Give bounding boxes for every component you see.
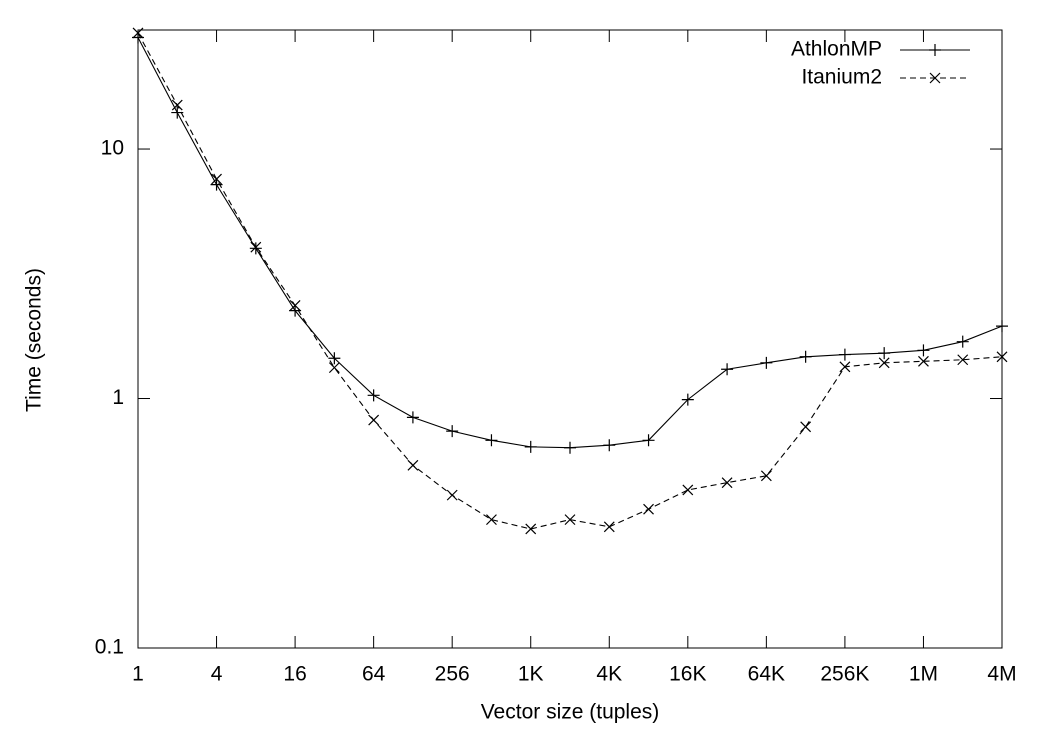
data-point (918, 355, 929, 367)
data-point (564, 514, 576, 526)
data-point (407, 459, 419, 471)
data-point (996, 351, 1008, 363)
data-point (603, 439, 616, 452)
data-point (367, 389, 380, 402)
series-line (137, 32, 1003, 530)
x-tick-label: 64K (748, 663, 785, 686)
data-point (838, 348, 851, 361)
x-tick-label: 256K (820, 663, 869, 686)
data-point (289, 304, 302, 317)
series-line (137, 37, 1003, 449)
data-point (642, 434, 655, 447)
data-point (839, 361, 851, 373)
data-point (250, 241, 262, 253)
data-point (564, 441, 576, 454)
x-tick-label: 1 (132, 663, 144, 686)
x-tick-label: 4K (596, 663, 622, 686)
x-tick-label: 64 (362, 663, 386, 686)
data-point (643, 503, 654, 515)
x-tick-label: 16 (283, 663, 306, 686)
data-point (446, 489, 458, 501)
data-point (210, 178, 223, 191)
data-point (486, 514, 497, 526)
data-point (956, 335, 969, 348)
data-point (289, 300, 301, 311)
data-point (328, 362, 340, 374)
legend-marker (929, 72, 941, 84)
data-point (721, 363, 734, 376)
y-tick-label: 1 (112, 386, 124, 409)
data-point (406, 411, 419, 424)
data-point (524, 440, 537, 453)
x-tick-label: 1K (518, 663, 544, 686)
data-point (996, 320, 1008, 333)
data-point (799, 350, 812, 363)
legend-label: Itanium2 (801, 66, 882, 89)
data-point (603, 521, 615, 533)
data-point (682, 484, 694, 496)
data-point (760, 470, 772, 482)
data-point (878, 357, 890, 369)
x-tick-label: 16K (669, 663, 706, 686)
x-tick-label: 1M (909, 663, 938, 686)
data-point (878, 347, 891, 360)
data-point (328, 352, 341, 365)
data-point (171, 99, 183, 111)
data-point (132, 27, 144, 39)
y-tick-label: 0.1 (95, 636, 124, 659)
data-point (249, 242, 262, 255)
x-axis-label: Vector size (tuples) (481, 701, 660, 724)
data-point (957, 354, 969, 366)
x-tick-label: 4 (211, 663, 223, 686)
data-point (485, 434, 498, 447)
legend-label: AthlonMP (791, 38, 882, 61)
data-point (760, 356, 773, 369)
plot-frame (137, 29, 1003, 649)
y-tick-label: 10 (101, 137, 124, 160)
x-tick-label: 256 (435, 663, 470, 686)
data-point (446, 425, 459, 438)
data-point (800, 421, 812, 433)
legend-marker (929, 44, 941, 56)
data-point (368, 414, 380, 426)
data-point (721, 477, 733, 489)
x-tick-label: 4M (987, 663, 1016, 686)
data-point (211, 173, 222, 185)
data-point (681, 393, 694, 406)
y-axis-label: Time (seconds) (23, 268, 46, 412)
data-point (525, 523, 537, 535)
data-point (917, 344, 930, 357)
